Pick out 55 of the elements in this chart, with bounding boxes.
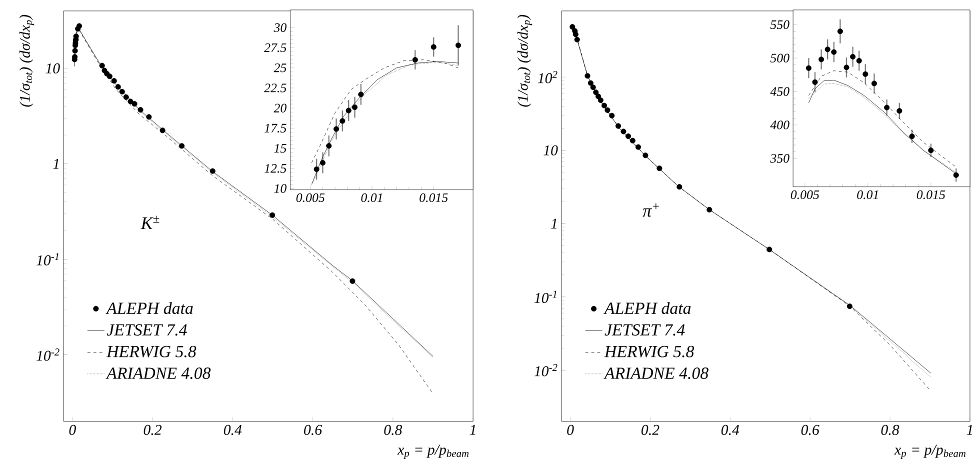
x-axis-title: x$_{p}$ = p/p$_{beam}$ (397, 444, 469, 459)
legend-label: ARIADNE 4.08 (604, 368, 708, 379)
y-tick-label: 10$^{-1}$ (36, 253, 58, 266)
x-axis-title: x$_{p}$ = p/p$_{beam}$ (894, 444, 966, 459)
x-tick-label: 0 (69, 424, 76, 435)
y-tick-label: 12.5 (264, 164, 286, 173)
y-tick-label: 10$^{2}$ (538, 70, 558, 84)
x-tick-label: 0.005 (296, 193, 325, 202)
x-tick-label: 0 (567, 424, 574, 435)
x-tick-label: 0.6 (801, 424, 820, 435)
y-tick-label: 500 (770, 54, 790, 62)
x-tick-label: 1 (966, 424, 972, 435)
x-tick-label: 0.01 (361, 193, 382, 202)
y-tick-label: 10$^{-2}$ (36, 348, 60, 361)
y-tick-label: 1 (53, 158, 58, 169)
x-tick-label: 0.4 (721, 424, 740, 435)
x-tick-label: 0.2 (641, 424, 660, 435)
legend-label: ALEPH data (604, 302, 691, 314)
y-tick-label: 25 (274, 63, 286, 72)
y-tick-label: 10$^{-2}$ (534, 364, 558, 376)
y-tick-label: 1 (551, 218, 556, 229)
y-tick-label: 450 (770, 87, 790, 96)
x-tick-label: 0.8 (384, 424, 402, 435)
y-tick-label: 27.5 (264, 43, 286, 52)
legend-label: ALEPH data (106, 302, 193, 314)
y-axis-title: (1/σ$_{tot}$) (dσ/dx$_{p}$) (517, 14, 532, 107)
annotation: K$^{±}$ (140, 216, 160, 230)
y-tick-label: 17.5 (264, 124, 286, 133)
y-tick-label: 350 (770, 154, 790, 163)
y-tick-label: 10 (544, 145, 558, 156)
x-tick-label: 0.6 (304, 424, 322, 435)
y-tick-label: 10 (274, 184, 287, 193)
legend-label: JETSET 7.4 (604, 324, 685, 336)
annotation: π$^{+}$ (642, 203, 659, 217)
x-tick-label: 0.8 (881, 424, 900, 435)
y-tick-label: 30 (274, 23, 287, 32)
x-tick-label: 0.015 (420, 193, 448, 202)
x-tick-label: 0.2 (144, 424, 162, 435)
y-tick-label: 15 (274, 144, 286, 153)
y-tick-label: 20 (274, 104, 287, 112)
x-tick-label: 0.4 (224, 424, 242, 435)
y-tick-label: 10$^{-1}$ (534, 290, 556, 303)
x-tick-label: 0.015 (916, 190, 946, 200)
legend-label: ARIADNE 4.08 (106, 368, 211, 379)
y-tick-label: 10 (46, 63, 60, 74)
legend-label: JETSET 7.4 (106, 324, 187, 336)
x-tick-label: 0.01 (857, 190, 878, 200)
x-tick-label: 0.005 (790, 190, 820, 200)
y-axis-title: (1/σ$_{tot}$) (dσ/dx$_{p}$) (19, 14, 34, 107)
legend-label: HERWIG 5.8 (604, 346, 694, 358)
y-tick-label: 550 (770, 20, 790, 29)
x-tick-label: 1 (470, 424, 476, 435)
y-tick-label: 22.5 (264, 84, 286, 92)
legend-label: HERWIG 5.8 (106, 346, 196, 358)
y-tick-label: 400 (770, 120, 790, 130)
